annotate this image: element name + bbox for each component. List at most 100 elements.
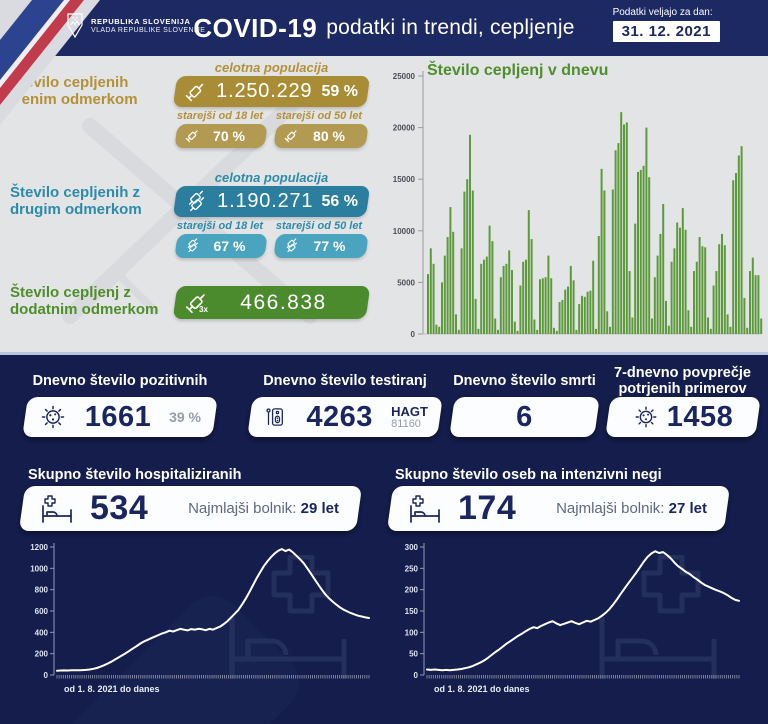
first-dose-over50-pill: 80 % (273, 124, 369, 148)
first-dose-over50-label: starejši od 50 let (275, 110, 363, 122)
svg-text:400: 400 (35, 628, 49, 637)
icu-pill: 174 Najmlajši bolnik: 27 let (386, 486, 731, 531)
bar-chart-canvas: 0 5000 10000 15000 20000 25000 (393, 71, 763, 339)
hospitalized-trend-chart: 0 200 400 600 800 1000 1200 od 1. 8. 2021 do d… (28, 541, 376, 699)
positive-value: 1661 (84, 400, 152, 433)
svg-text:0: 0 (411, 330, 416, 339)
bed-watermark (599, 555, 717, 679)
second-dose-label: Število cepljenih z drugim odmerkom (10, 184, 142, 218)
deaths-heading: Dnevno število smrti (453, 373, 596, 389)
page-title-main: COVID-19 (193, 12, 318, 43)
report-date-value: 31. 12. 2021 (612, 21, 720, 42)
svg-text:300: 300 (405, 543, 419, 552)
svg-text:800: 800 (35, 586, 49, 595)
tests-hagt-label: HAGT (391, 403, 428, 419)
second-dose-count: 1.190.271 (217, 190, 314, 212)
syringe-icon (185, 130, 198, 143)
second-dose-over50-label: starejši od 50 let (275, 220, 363, 232)
daily-vaccinations-chart: Število cepljenj v dnevu 0 5000 10000 15000… (393, 62, 765, 350)
tests-hagt-value: 81160 (391, 417, 421, 430)
virus-icon (635, 406, 657, 428)
org-name: REPUBLIKA SLOVENIJA (91, 17, 191, 26)
svg-text:0: 0 (44, 671, 49, 680)
icu-value: 174 (458, 489, 517, 527)
icu-trend-chart: 0 50 100 150 200 250 300 od 1. 8. 2021 do dane… (398, 541, 746, 699)
double-syringe-icon (286, 238, 297, 253)
slovenia-flag-ribbon (0, 0, 100, 125)
header-bar: COVID-19 podatki in trendi, cepljenje RE… (0, 0, 768, 56)
svg-text:1200: 1200 (30, 543, 48, 552)
svg-text:100: 100 (405, 628, 419, 637)
vaccination-section: Število cepljenih z enim odmerkom celotn… (0, 56, 768, 352)
page-title-sub: podatki in trendi, cepljenje (326, 16, 575, 39)
hospitalized-value: 534 (90, 489, 149, 527)
booster-pill: 3x 466.838 (172, 286, 371, 319)
x-axis-caption: od 1. 8. 2021 do danes (64, 684, 160, 694)
government-logo: REPUBLIKA SLOVENIJA VLADA REPUBLIKE SLOV… (66, 13, 205, 39)
tests-breakdown: HAGT 81160 (391, 403, 428, 430)
statistics-section: Dnevno število pozitivnih Dnevno število… (0, 355, 768, 724)
deaths-value: 6 (516, 400, 533, 433)
x-axis-caption: od 1. 8. 2021 do danes (434, 684, 530, 694)
booster-count: 466.838 (240, 290, 327, 314)
positive-pill: 1661 39 % (22, 397, 218, 437)
first-dose-pill: 1.250.229 59 % (172, 76, 371, 107)
svg-text:250: 250 (405, 564, 419, 573)
svg-text:200: 200 (405, 586, 419, 595)
bar-chart-title: Število cepljenj v dnevu (427, 62, 609, 79)
org-subname: VLADA REPUBLIKE SLOVENIJE (91, 27, 206, 34)
coat-of-arms-icon (67, 13, 83, 39)
syringe-icon (284, 130, 297, 143)
hospital-bed-icon (410, 494, 440, 523)
svg-text:5000: 5000 (397, 278, 415, 287)
first-dose-over50-percent: 80 % (313, 128, 345, 144)
svg-text:10000: 10000 (393, 227, 416, 236)
line-chart-canvas: 0 200 400 600 800 1000 1200 (30, 543, 370, 680)
hospitalized-heading: Skupno število hospitaliziranih (28, 467, 242, 483)
booster-label: Število cepljenj z dodatnim odmerkom (10, 284, 159, 318)
tests-heading: Dnevno število testiranj (263, 373, 427, 389)
second-dose-over18-percent: 67 % (213, 238, 246, 254)
deaths-pill: 6 (449, 397, 600, 437)
hospitalized-note: Najmlajši bolnik: 29 let (188, 500, 339, 517)
double-syringe-icon (187, 238, 198, 253)
svg-text:25000: 25000 (393, 72, 416, 81)
second-dose-over50-pill: 77 % (273, 234, 369, 258)
line-chart-canvas: 0 50 100 150 200 250 300 (405, 543, 740, 680)
first-dose-percent: 59 % (321, 82, 358, 100)
first-dose-label: Število cepljenih z enim odmerkom (10, 74, 138, 108)
svg-text:200: 200 (35, 650, 49, 659)
svg-text:50: 50 (409, 650, 418, 659)
hospital-bed-icon (42, 494, 72, 523)
svg-text:0: 0 (414, 671, 419, 680)
bed-watermark (229, 555, 347, 679)
positive-percent: 39 % (169, 409, 201, 425)
svg-text:1000: 1000 (30, 564, 48, 573)
icu-heading: Skupno število oseb na intenzivni negi (395, 467, 662, 483)
section-divider (0, 352, 768, 355)
test-kit-icon (266, 408, 283, 426)
page-title: COVID-19 podatki in trendi, cepljenje (0, 0, 768, 56)
second-dose-over18-label: starejši od 18 let (176, 220, 264, 232)
avg7-pill: 1458 (605, 397, 761, 437)
icu-note: Najmlajši bolnik: 27 let (556, 500, 707, 517)
avg7-value: 1458 (666, 400, 734, 433)
second-dose-percent: 56 % (321, 192, 358, 210)
second-dose-pill: 1.190.271 56 % (172, 186, 371, 217)
first-dose-count: 1.250.229 (216, 80, 313, 102)
report-date: Podatki veljajo za dan: 31. 12. 2021 (612, 7, 720, 42)
syringe-icon (185, 83, 204, 101)
positive-heading: Dnevno število pozitivnih (32, 373, 208, 389)
first-dose-over18-label: starejši od 18 let (176, 110, 264, 122)
second-dose-over18-pill: 67 % (174, 234, 268, 258)
svg-text:150: 150 (405, 607, 419, 616)
second-dose-population-label: celotna populacija (214, 170, 329, 185)
avg7-heading: 7-dnevno povprečje potrjenih primerov (614, 365, 751, 397)
booster-badge: 3x (199, 305, 208, 314)
tests-pill: 4263 HAGT 81160 (247, 397, 443, 437)
first-dose-over18-pill: 70 % (174, 124, 268, 148)
second-dose-over50-percent: 77 % (313, 238, 346, 254)
virus-icon (41, 405, 65, 429)
svg-text:600: 600 (35, 607, 49, 616)
